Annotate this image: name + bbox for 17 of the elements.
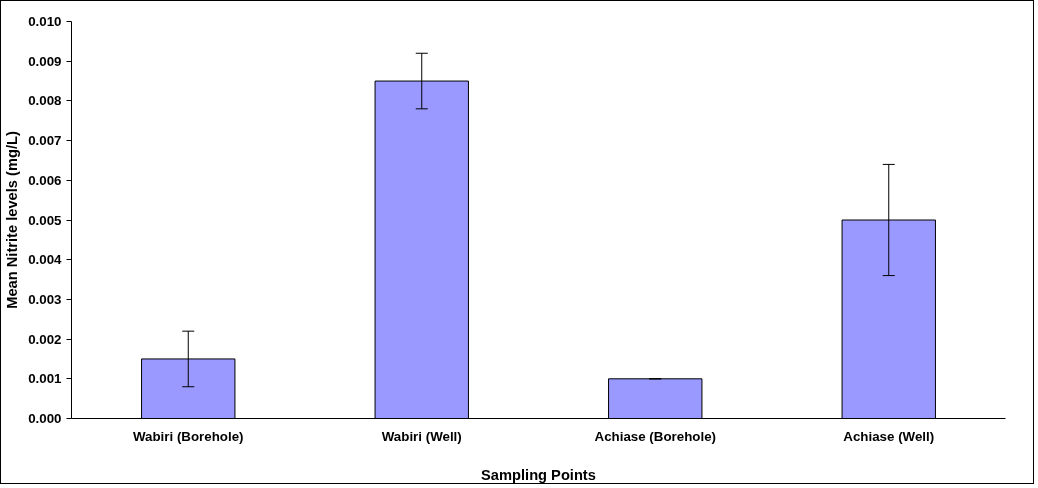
y-tick-label: 0.003 (28, 291, 62, 307)
y-tick-label: 0.008 (28, 93, 62, 109)
y-tick-label: 0.000 (28, 411, 62, 426)
y-tick-label: 0.006 (28, 172, 62, 188)
y-tick-label: 0.009 (28, 53, 62, 69)
y-tick-label: 0.004 (28, 252, 63, 268)
x-tick-label: Wabiri (Borehole) (132, 428, 244, 444)
x-tick-label: Wabiri (Well) (381, 428, 462, 444)
y-tick-label: 0.005 (28, 212, 63, 228)
y-tick-label: 0.002 (28, 331, 62, 347)
x-tick-label: Achiase (Borehole) (594, 428, 716, 444)
x-axis-title: Sampling Points (481, 466, 596, 483)
y-tick-label: 0.001 (28, 371, 63, 387)
y-tick-label: 0.007 (28, 133, 62, 149)
y-tick-label: 0.010 (28, 14, 62, 29)
y-axis-title: Mean Nitrite levels (mg/L) (4, 131, 21, 309)
x-tick-label: Achiase (Well) (843, 428, 935, 444)
